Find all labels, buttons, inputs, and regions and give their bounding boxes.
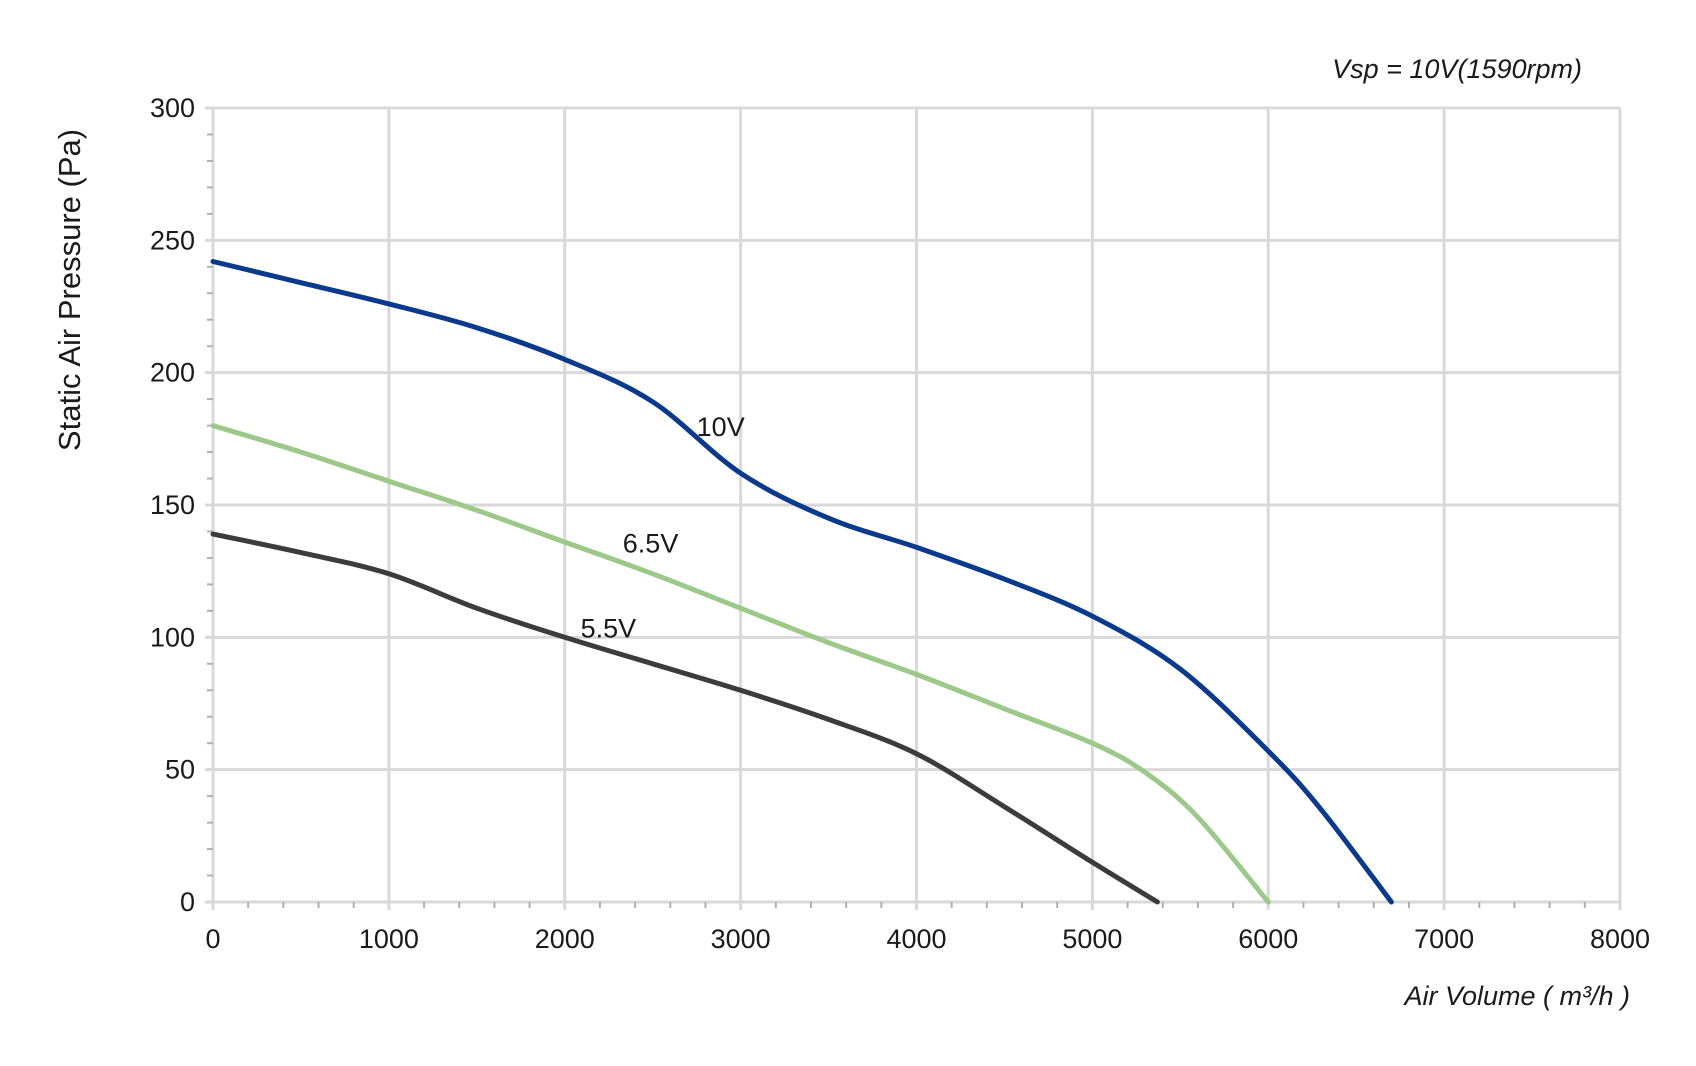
y-tick-label: 100: [150, 622, 195, 652]
x-tick-label: 0: [205, 924, 220, 954]
tick-labels: 0 1000 2000 3000 4000 5000 6000 7000 8000 0 50 100 1…: [150, 93, 1650, 954]
y-tick-label: 250: [150, 225, 195, 255]
series-label: 5.5V: [581, 613, 637, 643]
x-tick-label: 1000: [359, 924, 419, 954]
x-tick-label: 3000: [711, 924, 771, 954]
series-line-10v: [210, 259, 1394, 905]
y-tick-label: 150: [150, 490, 195, 520]
y-tick-label: 50: [165, 755, 195, 785]
x-axis-title: Air Volume ( m³/h ): [1402, 981, 1630, 1011]
x-tick-label: 7000: [1414, 924, 1474, 954]
y-tick-label: 200: [150, 358, 195, 388]
series-labels: 10V 6.5V 5.5V: [581, 412, 745, 643]
x-tick-label: 2000: [535, 924, 595, 954]
operating-point-annotation: Vsp = 10V(1590rpm): [1332, 54, 1582, 84]
y-tick-label: 300: [150, 93, 195, 123]
series-line-5-5v: [210, 531, 1160, 905]
x-tick-label: 8000: [1590, 924, 1650, 954]
series-lines: [210, 259, 1394, 905]
minor-ticks: [207, 133, 1586, 908]
y-axis-title: Static Air Pressure (Pa): [52, 129, 87, 451]
x-tick-label: 5000: [1062, 924, 1122, 954]
series-label: 6.5V: [623, 529, 679, 559]
series-line-6-5v: [210, 423, 1271, 905]
y-tick-label: 0: [180, 887, 195, 917]
grid: [205, 106, 1622, 910]
series-label: 10V: [697, 412, 745, 442]
x-tick-label: 4000: [886, 924, 946, 954]
x-tick-label: 6000: [1238, 924, 1298, 954]
